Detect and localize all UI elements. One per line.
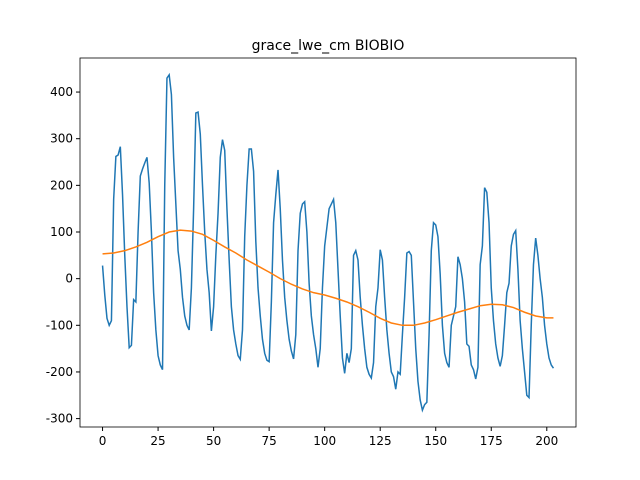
chart-title: grace_lwe_cm BIOBIO — [252, 38, 405, 54]
y-tick-label: 100 — [50, 225, 73, 239]
x-tick-label: 0 — [99, 434, 107, 448]
y-tick-label: -100 — [46, 318, 73, 332]
x-tick-label: 125 — [369, 434, 392, 448]
x-tick-label: 50 — [206, 434, 221, 448]
y-tick-label: 400 — [50, 85, 73, 99]
data-line — [101, 72, 555, 413]
y-tick-label: -300 — [46, 412, 73, 426]
x-tick-label: 200 — [535, 434, 558, 448]
x-tick-label: 75 — [261, 434, 276, 448]
x-tick-label: 150 — [424, 434, 447, 448]
data-line — [102, 229, 554, 327]
y-tick-label: 300 — [50, 132, 73, 146]
y-tick-label: 0 — [65, 272, 73, 286]
x-tick-label: 175 — [480, 434, 503, 448]
plot-frame — [79, 57, 577, 428]
y-tick-label: 200 — [50, 178, 73, 192]
x-tick-label: 100 — [313, 434, 336, 448]
y-tick-label: -200 — [46, 365, 73, 379]
x-tick-label: 25 — [150, 434, 165, 448]
